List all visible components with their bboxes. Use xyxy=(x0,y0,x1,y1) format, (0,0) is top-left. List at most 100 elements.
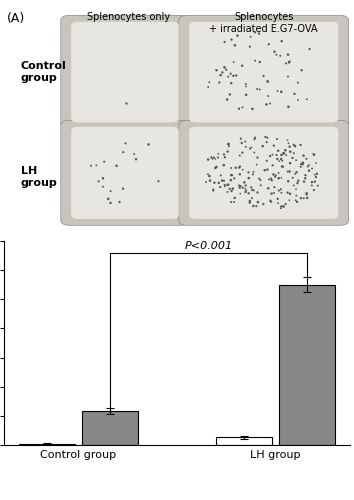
Point xyxy=(266,176,272,184)
Point xyxy=(298,194,304,202)
Point xyxy=(213,163,219,171)
Point xyxy=(131,150,137,158)
Point xyxy=(272,172,278,180)
Point xyxy=(283,151,289,159)
FancyBboxPatch shape xyxy=(71,127,179,219)
Point xyxy=(203,178,209,186)
Point xyxy=(251,148,257,156)
Point xyxy=(266,184,271,192)
Point xyxy=(273,172,279,179)
Point xyxy=(120,184,126,192)
Point xyxy=(114,162,119,170)
Point xyxy=(248,32,253,40)
Point xyxy=(264,100,269,108)
Point xyxy=(268,198,274,205)
Point xyxy=(274,135,280,143)
Point xyxy=(222,64,227,72)
Point xyxy=(222,154,228,162)
FancyBboxPatch shape xyxy=(179,120,349,226)
Point xyxy=(216,179,222,187)
Point xyxy=(247,197,253,205)
Text: LH
group: LH group xyxy=(21,166,58,188)
Point xyxy=(225,72,231,80)
Point xyxy=(266,92,271,100)
Text: Splenocytes
+ irradiated E.G7-OVA: Splenocytes + irradiated E.G7-OVA xyxy=(210,12,318,34)
Point xyxy=(279,156,285,164)
Point xyxy=(230,72,236,80)
Point xyxy=(290,174,296,182)
Point xyxy=(228,171,234,179)
Point xyxy=(276,157,282,165)
Point xyxy=(300,158,306,166)
Point xyxy=(267,152,273,160)
Point xyxy=(261,72,266,80)
Point xyxy=(215,154,221,162)
Point xyxy=(238,190,243,198)
Point xyxy=(237,184,242,192)
FancyBboxPatch shape xyxy=(61,16,189,129)
Point xyxy=(309,164,315,172)
Point xyxy=(251,202,256,210)
Point xyxy=(286,196,292,204)
Point xyxy=(268,174,274,182)
Point xyxy=(285,168,291,175)
Point xyxy=(233,72,239,80)
Point xyxy=(272,48,277,56)
Point xyxy=(250,186,255,194)
Bar xyxy=(216,438,272,445)
Point xyxy=(239,139,245,147)
Bar xyxy=(82,411,138,445)
Point xyxy=(271,142,276,150)
Point xyxy=(271,189,277,197)
Point xyxy=(279,37,285,45)
Point xyxy=(231,198,237,206)
Point xyxy=(228,79,234,87)
Point xyxy=(207,172,212,180)
Point xyxy=(88,162,94,170)
Point xyxy=(301,194,307,202)
Point xyxy=(247,144,253,152)
Text: (A): (A) xyxy=(7,12,25,25)
Point xyxy=(222,182,228,190)
Point xyxy=(292,170,298,178)
Point xyxy=(279,151,284,159)
Point xyxy=(272,183,277,191)
Point xyxy=(108,199,113,207)
Point xyxy=(287,168,292,175)
Point xyxy=(275,146,281,154)
Point xyxy=(313,173,319,181)
Point xyxy=(225,180,231,188)
Point xyxy=(311,150,317,158)
Point xyxy=(282,146,288,154)
Point xyxy=(302,174,308,182)
Point xyxy=(304,95,310,103)
Point xyxy=(303,172,308,179)
Point xyxy=(254,160,259,168)
Point xyxy=(291,182,297,190)
Point xyxy=(96,178,101,186)
Point xyxy=(298,160,304,168)
Point xyxy=(225,181,230,189)
Point xyxy=(226,140,232,148)
Point xyxy=(287,159,293,167)
Point xyxy=(293,196,298,204)
Point xyxy=(241,178,247,186)
Point xyxy=(223,66,229,74)
Point xyxy=(303,171,308,179)
Point xyxy=(156,177,161,185)
Point xyxy=(298,141,303,149)
FancyBboxPatch shape xyxy=(71,22,179,122)
Point xyxy=(315,182,321,190)
Point xyxy=(209,154,214,162)
Point xyxy=(275,195,280,203)
Point xyxy=(264,166,270,173)
Point xyxy=(269,176,275,184)
Point xyxy=(236,182,242,190)
Point xyxy=(269,190,274,198)
FancyBboxPatch shape xyxy=(61,120,189,226)
Point xyxy=(264,134,270,141)
Point xyxy=(218,172,224,179)
Point xyxy=(237,162,243,170)
Point xyxy=(278,186,284,194)
Point xyxy=(276,186,282,194)
